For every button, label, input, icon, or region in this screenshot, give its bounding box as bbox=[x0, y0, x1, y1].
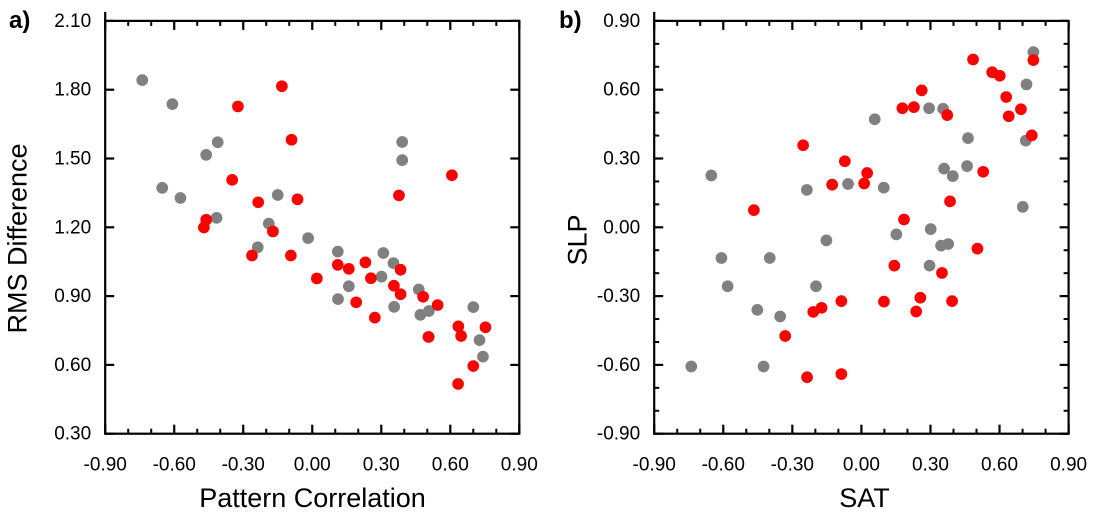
svg-text:1.20: 1.20 bbox=[54, 217, 91, 238]
svg-text:1.80: 1.80 bbox=[54, 80, 91, 101]
svg-text:0.30: 0.30 bbox=[54, 424, 91, 445]
svg-text:0.60: 0.60 bbox=[981, 455, 1018, 476]
svg-text:0.00: 0.00 bbox=[294, 455, 331, 476]
svg-text:-0.30: -0.30 bbox=[222, 455, 265, 476]
svg-text:0.00: 0.00 bbox=[843, 455, 880, 476]
svg-text:0.60: 0.60 bbox=[432, 455, 469, 476]
svg-text:0.60: 0.60 bbox=[603, 80, 640, 101]
svg-text:-0.90: -0.90 bbox=[633, 455, 676, 476]
svg-text:0.60: 0.60 bbox=[54, 355, 91, 376]
svg-text:0.30: 0.30 bbox=[363, 455, 400, 476]
svg-text:0.90: 0.90 bbox=[501, 455, 538, 476]
svg-text:0.90: 0.90 bbox=[54, 286, 91, 307]
svg-text:2.10: 2.10 bbox=[54, 11, 91, 32]
svg-text:0.30: 0.30 bbox=[603, 149, 640, 170]
svg-text:0.00: 0.00 bbox=[603, 217, 640, 238]
svg-text:-0.60: -0.60 bbox=[702, 455, 745, 476]
svg-text:-0.30: -0.30 bbox=[771, 455, 814, 476]
svg-text:-0.60: -0.60 bbox=[153, 455, 196, 476]
svg-text:-0.60: -0.60 bbox=[597, 355, 640, 376]
svg-text:-0.90: -0.90 bbox=[84, 455, 127, 476]
svg-text:0.30: 0.30 bbox=[912, 455, 949, 476]
svg-text:0.90: 0.90 bbox=[603, 11, 640, 32]
svg-text:1.50: 1.50 bbox=[54, 149, 91, 170]
svg-text:-0.30: -0.30 bbox=[597, 286, 640, 307]
svg-text:0.90: 0.90 bbox=[1050, 455, 1087, 476]
svg-text:-0.90: -0.90 bbox=[597, 424, 640, 445]
